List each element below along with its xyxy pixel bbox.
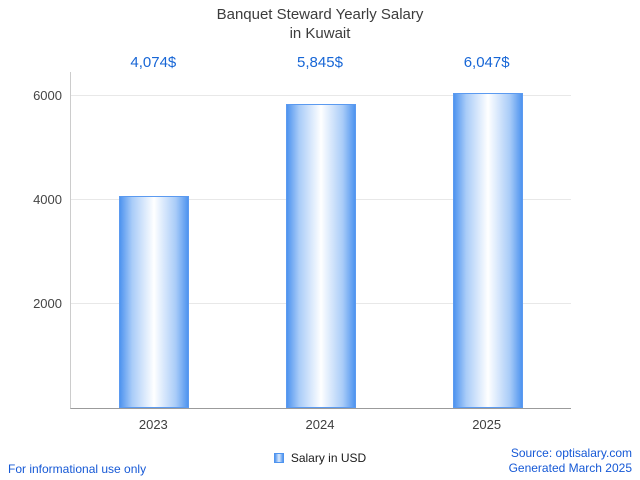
chart-title-line-2: in Kuwait bbox=[289, 25, 351, 42]
bar-value-label: 6,047$ bbox=[463, 54, 510, 71]
legend: Salary in USD bbox=[0, 451, 640, 465]
chart-title: Banquet Steward Yearly Salary in Kuwait bbox=[0, 5, 640, 43]
legend-marker-icon bbox=[273, 453, 284, 463]
x-axis-tick-label: 2023 bbox=[138, 417, 168, 432]
x-axis-tick-label: 2024 bbox=[305, 417, 335, 432]
source-link[interactable]: Source: optisalary.com bbox=[510, 446, 632, 460]
bar-2025 bbox=[452, 93, 523, 408]
gridline bbox=[71, 94, 571, 96]
bar-2023 bbox=[119, 196, 190, 408]
y-axis-tick-label: 2000 bbox=[33, 295, 62, 311]
x-axis-tick-label: 2025 bbox=[472, 417, 502, 432]
disclaimer-text: For informational use only bbox=[8, 462, 147, 476]
footer-source-block: Source: optisalary.com Generated March 2… bbox=[509, 446, 632, 476]
y-axis-tick-label: 4000 bbox=[33, 191, 62, 207]
bar-value-label: 5,845$ bbox=[297, 54, 343, 71]
legend-label: Salary in USD bbox=[290, 451, 367, 465]
bar-value-label: 4,074$ bbox=[130, 54, 177, 71]
bar-2024 bbox=[286, 104, 356, 408]
plot-area bbox=[70, 72, 571, 409]
generated-date: Generated March 2025 bbox=[508, 461, 632, 475]
y-axis-tick-label: 6000 bbox=[33, 87, 62, 103]
chart-title-line-1: Banquet Steward Yearly Salary bbox=[216, 6, 424, 23]
